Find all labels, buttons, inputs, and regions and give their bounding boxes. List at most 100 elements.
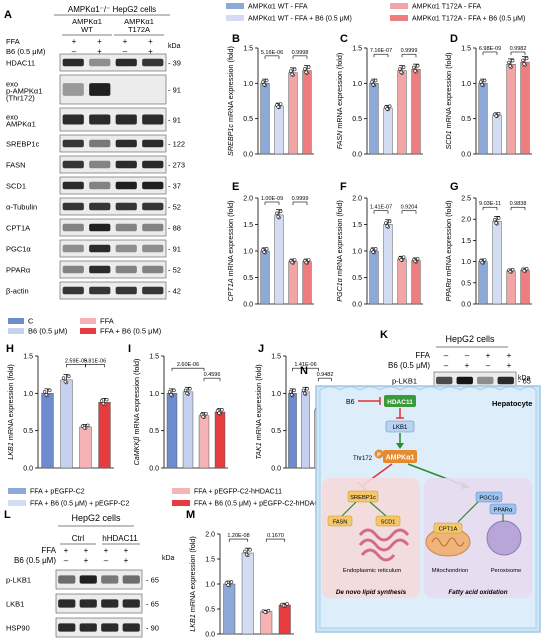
y-tick-label: 2.0 xyxy=(352,196,362,203)
treatment-sign: + xyxy=(97,37,102,46)
data-point xyxy=(243,549,247,554)
y-tick-label: 1.5 xyxy=(205,557,215,564)
y-tick-label: 1.5 xyxy=(243,46,253,53)
y-axis-label-unit: mRNA expression (fold) xyxy=(188,536,197,614)
blot-label: HSP90 xyxy=(6,624,30,633)
blot-band xyxy=(89,223,111,232)
group-label-line: AMPKα1 xyxy=(72,17,102,26)
legend-swatch xyxy=(8,328,24,334)
data-point xyxy=(42,390,47,394)
data-point xyxy=(525,56,529,61)
data-point xyxy=(172,388,176,393)
data-point xyxy=(480,260,484,265)
y-axis-label: LKB1 mRNA expression (fold) xyxy=(6,364,15,459)
legend-swatch xyxy=(172,488,190,494)
bar xyxy=(98,402,111,469)
data-point xyxy=(301,388,306,393)
treatment-sign: + xyxy=(123,37,128,46)
data-point xyxy=(303,67,307,71)
p-value-label: 0.9999 xyxy=(401,48,418,54)
blot-band xyxy=(62,223,84,232)
group-label-line: AMPKα1 xyxy=(124,17,154,26)
y-tick-label: 2.0 xyxy=(243,196,253,203)
data-point xyxy=(374,247,378,251)
y-tick-label: 1.5 xyxy=(461,46,471,53)
blot-band xyxy=(101,623,119,632)
y-axis-label-unit: mRNA expression (fold) xyxy=(254,364,263,442)
data-point xyxy=(388,104,392,108)
bar xyxy=(506,270,516,305)
y-axis-label-gene: SREBP1c xyxy=(226,124,235,156)
blot-band xyxy=(89,181,111,190)
blot-label-line: exo xyxy=(6,80,18,89)
legend-label: AMPKα1 T172A - FFA xyxy=(412,4,481,11)
panel-letter-n: N xyxy=(300,365,308,377)
blot-kda: - 42 xyxy=(168,287,181,296)
treatment-sign: + xyxy=(64,546,69,555)
lipogenesis-region xyxy=(322,478,420,598)
y-axis-label-unit: mRNA expression (fold) xyxy=(335,53,344,131)
blot-band xyxy=(101,599,119,608)
treatment-sign: + xyxy=(72,37,77,46)
data-point xyxy=(169,393,173,397)
legend-label: AMPKα1 WT - FFA + B6 (0.5 μM) xyxy=(248,16,352,23)
y-tick-label: 0.5 xyxy=(23,428,33,435)
treatment-label: FFA xyxy=(6,37,20,46)
blot-label: α-Tubulin xyxy=(6,203,37,212)
blot-label-line: PPARα xyxy=(6,266,31,275)
blot-band xyxy=(89,58,111,67)
bar xyxy=(260,611,273,635)
data-point xyxy=(307,258,311,262)
y-axis-label-unit: mRNA expression (fold) xyxy=(335,200,344,278)
data-point xyxy=(479,80,483,84)
bar xyxy=(478,83,488,155)
bar xyxy=(223,583,236,635)
y-axis-label: TAK1 mRNA expression (fold) xyxy=(254,364,263,459)
data-point xyxy=(44,393,49,397)
srebp1c-box xyxy=(347,490,379,503)
blot-band xyxy=(89,265,111,274)
ampk-label: AMPKα1 xyxy=(386,455,415,462)
peroxisome-label: Peroxisome xyxy=(491,568,522,574)
chart-f-pgc1a: F 0.0 0.5 1.0 1.5 2.0 PGC1α mRNA expression (f… xyxy=(335,181,423,309)
bar xyxy=(383,224,393,305)
blot-label-line: AMPKα1 xyxy=(6,120,36,129)
data-point xyxy=(385,107,389,111)
y-axis-label-unit: mRNA expression (fold) xyxy=(132,359,141,437)
blot-band xyxy=(122,623,140,632)
data-point xyxy=(276,215,280,219)
y-tick-label: 1.0 xyxy=(23,391,33,398)
treatment-sign: + xyxy=(465,361,470,370)
treatment-sign: + xyxy=(84,546,89,555)
bar xyxy=(288,261,298,305)
legend-swatch xyxy=(8,500,26,506)
blot-band xyxy=(89,244,111,253)
data-point xyxy=(371,250,375,254)
data-point xyxy=(262,83,266,87)
panel-letter: H xyxy=(6,343,14,355)
blot-label: PGC1α xyxy=(6,245,31,254)
hdac11-label: HDAC11 xyxy=(387,399,413,406)
blot-band xyxy=(89,160,111,169)
bar xyxy=(383,107,393,155)
legend-label: FFA xyxy=(100,317,114,326)
y-tick-label: 1.0 xyxy=(352,81,362,88)
blot-label: FASN xyxy=(6,161,26,170)
blot-band xyxy=(62,286,84,295)
p-value-label: 1.00E-09 xyxy=(261,196,283,202)
legend-swatch xyxy=(8,318,24,324)
y-axis-label-gene: LKB1 xyxy=(188,614,197,632)
y-axis-label: SCD1 mRNA expression (fold) xyxy=(444,52,453,149)
bar xyxy=(260,250,270,305)
treatment-sign: + xyxy=(124,556,129,565)
dnl-label: De novo lipid synthesis xyxy=(336,589,407,596)
blot-band xyxy=(115,265,137,274)
y-axis-label: CaMKKβ mRNA expression (fold) xyxy=(132,359,141,466)
data-point xyxy=(101,401,106,406)
cpt1a-label: CPT1A xyxy=(439,527,458,533)
data-point xyxy=(261,80,265,84)
data-point xyxy=(370,80,374,84)
data-point xyxy=(416,64,420,68)
treatment-sign: – xyxy=(486,361,491,370)
